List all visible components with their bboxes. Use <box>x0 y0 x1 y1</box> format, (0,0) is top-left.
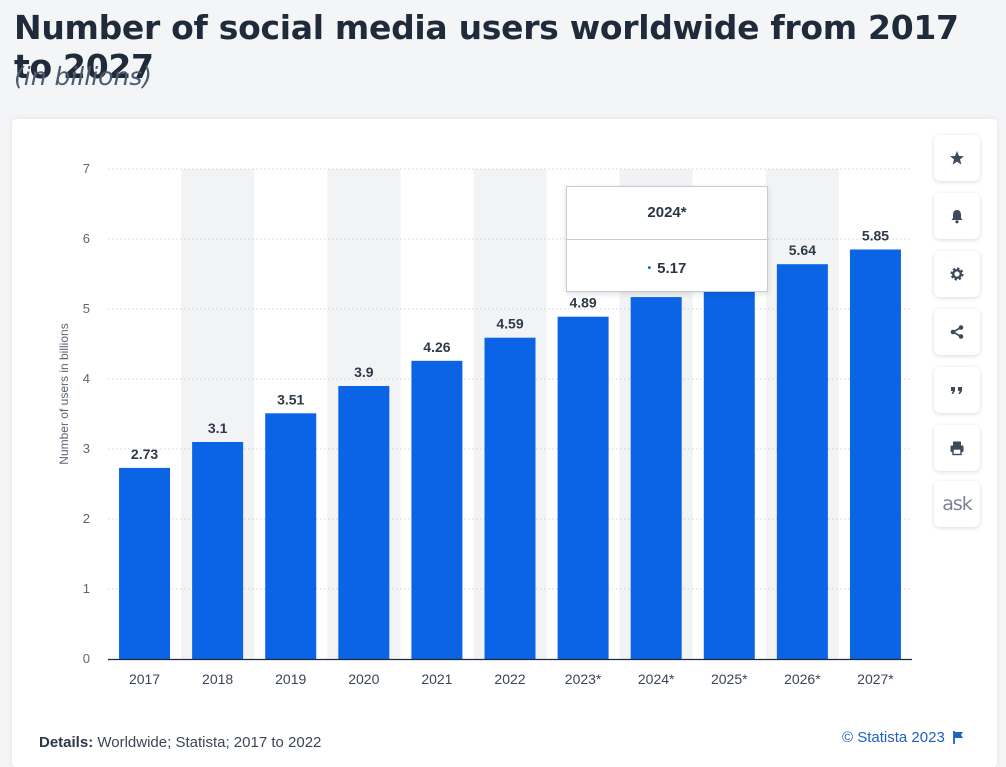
data-label: 4.89 <box>569 295 596 311</box>
x-tick-label: 2026* <box>784 671 821 687</box>
bar <box>192 442 244 659</box>
y-tick-label: 2 <box>83 511 90 526</box>
y-tick-label: 4 <box>83 371 90 386</box>
x-tick-label: 2018 <box>202 671 233 687</box>
credit-text[interactable]: © Statista 2023 <box>842 729 945 746</box>
print-button[interactable] <box>934 425 980 471</box>
data-label: 5.85 <box>862 228 889 244</box>
tooltip-value-row: • 5.17 <box>567 240 767 292</box>
cite-button[interactable] <box>934 367 980 413</box>
x-tick-label: 2021 <box>421 671 452 687</box>
flag-icon[interactable] <box>952 731 964 744</box>
data-label: 5.64 <box>789 242 816 258</box>
x-tick-label: 2020 <box>348 671 379 687</box>
page-title: Number of social media users worldwide f… <box>14 8 959 86</box>
y-tick-label: 6 <box>83 231 90 246</box>
ask-icon: ask <box>942 493 973 515</box>
ask-button[interactable]: ask <box>934 481 980 527</box>
x-tick-label: 2019 <box>275 671 306 687</box>
y-axis-label: Number of users in billions <box>57 323 71 464</box>
tooltip-value: 5.17 <box>657 260 687 277</box>
tooltip-category: 2024* <box>567 187 767 240</box>
notification-button[interactable] <box>934 193 980 239</box>
details-value: Worldwide; Statista; 2017 to 2022 <box>93 734 322 751</box>
quote-icon <box>951 387 962 394</box>
x-tick-label: 2024* <box>638 671 675 687</box>
bar <box>703 279 755 659</box>
bell-icon <box>951 210 963 224</box>
bar <box>557 316 609 659</box>
data-label: 2.73 <box>131 446 158 462</box>
bar <box>411 360 463 659</box>
star-icon <box>950 151 964 165</box>
page-subtitle: (in billions) <box>14 62 153 91</box>
data-label: 3.9 <box>354 364 374 380</box>
details-label: Details: <box>39 734 94 751</box>
share-icon <box>950 325 964 339</box>
x-tick-label: 2027* <box>857 671 894 687</box>
chart-tooltip: 2024* • 5.17 <box>566 186 768 292</box>
y-tick-label: 3 <box>83 441 90 456</box>
data-label: 3.1 <box>208 420 228 436</box>
y-tick-label: 7 <box>83 161 90 176</box>
gear-icon <box>950 267 964 281</box>
details-text: Details: Worldwide; Statista; 2017 to 20… <box>39 734 321 751</box>
data-label: 3.51 <box>277 391 304 407</box>
y-tick-label: 0 <box>83 651 90 666</box>
y-tick-label: 1 <box>83 581 90 596</box>
bar <box>776 264 828 659</box>
bar <box>484 337 536 659</box>
x-tick-label: 2022 <box>494 671 525 687</box>
bar <box>119 467 171 659</box>
x-tick-label: 2025* <box>711 671 748 687</box>
bar <box>265 413 317 659</box>
statista-credit-link[interactable]: © Statista 2023 <box>842 729 964 746</box>
tooltip-series-dot: • <box>647 263 652 274</box>
data-label: 4.59 <box>496 316 523 332</box>
print-icon <box>950 441 964 456</box>
bar <box>630 297 682 659</box>
data-label: 4.26 <box>423 339 450 355</box>
share-button[interactable] <box>934 309 980 355</box>
y-tick-label: 5 <box>83 301 90 316</box>
bar <box>849 249 901 659</box>
settings-button[interactable] <box>934 251 980 297</box>
x-tick-label: 2017 <box>129 671 160 687</box>
x-tick-label: 2023* <box>565 671 602 687</box>
bar <box>338 386 390 659</box>
favorite-button[interactable] <box>934 135 980 181</box>
